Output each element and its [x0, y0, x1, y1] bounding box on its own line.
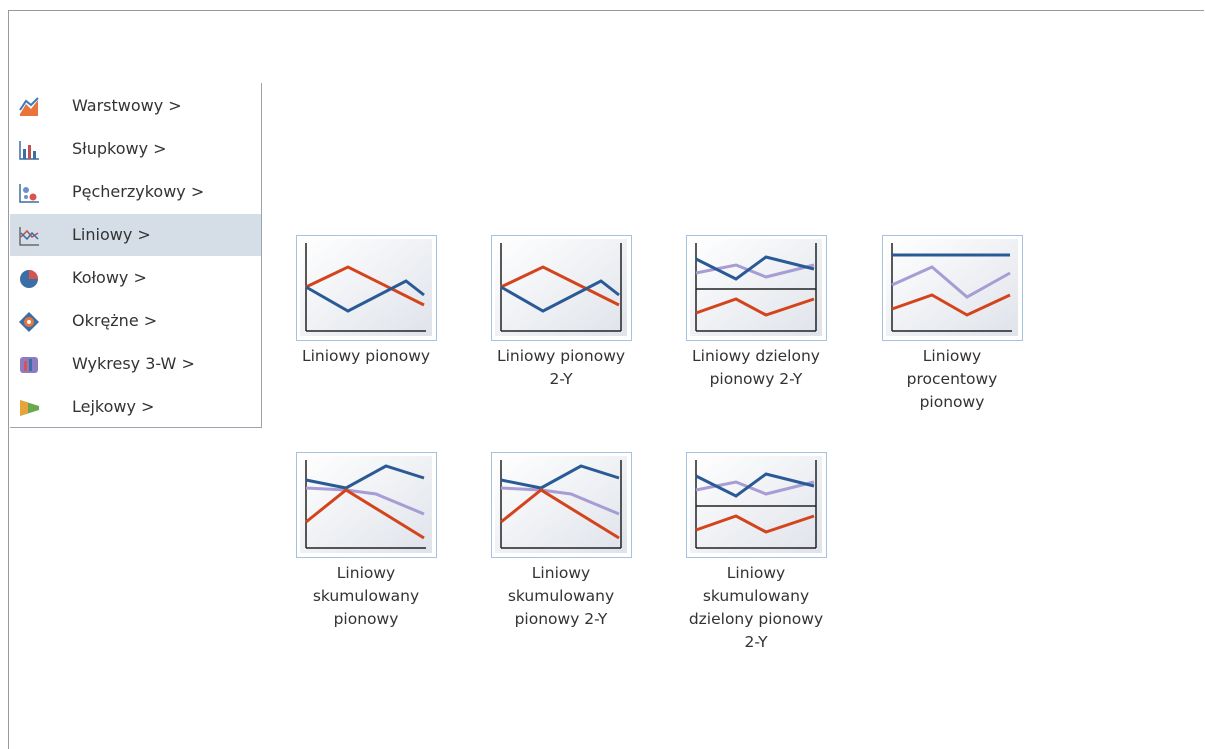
option-label: Liniowy procentowy pionowy: [854, 345, 1050, 414]
label-line: Liniowy pionowy: [301, 347, 431, 365]
label-line: dzielony pionowy: [688, 610, 824, 628]
chart-type-option[interactable]: Liniowy pionowy 2-Y: [463, 235, 659, 391]
chart-type-option[interactable]: Liniowy dzielony pionowy 2-Y: [658, 235, 854, 391]
option-label: Liniowy pionowy 2-Y: [463, 345, 659, 391]
label-line: 2-Y: [744, 633, 768, 651]
menu-label: Słupkowy >: [72, 139, 167, 158]
chart-type-option[interactable]: Liniowy pionowy: [268, 235, 464, 368]
menu-icon: [19, 184, 39, 203]
option-label: Liniowy pionowy: [268, 345, 464, 368]
label-line: 2-Y: [549, 370, 573, 388]
label-line: Liniowy: [726, 564, 786, 582]
menu-icon: [20, 270, 38, 288]
option-label: Liniowy skumulowany pionowy: [268, 562, 464, 631]
menu-icon: [20, 400, 39, 416]
label-line: skumulowany: [312, 587, 420, 605]
frame: [8, 10, 1204, 749]
menu-item[interactable]: Pęcherzykowy >: [10, 171, 261, 213]
menu-item[interactable]: Wykresy 3-W >: [10, 343, 261, 385]
menu-label: Warstwowy >: [72, 96, 182, 115]
label-line: pionowy: [333, 610, 399, 628]
menu-icon: [19, 97, 39, 116]
thumbnail: [490, 235, 632, 341]
label-line: pionowy 2-Y: [709, 370, 803, 388]
menu-item[interactable]: Słupkowy >: [10, 128, 261, 170]
thumbnail: [685, 452, 827, 558]
menu-label: Liniowy >: [72, 225, 151, 244]
label-line: pionowy 2-Y: [514, 610, 608, 628]
label-line: Liniowy: [922, 347, 982, 365]
menu-icon: [20, 357, 38, 373]
menu-item[interactable]: Warstwowy >: [10, 85, 261, 127]
menu-item[interactable]: Okrężne >: [10, 300, 261, 342]
label-line: Liniowy pionowy: [496, 347, 626, 365]
thumbnail: [295, 452, 437, 558]
thumbnail: [685, 235, 827, 341]
menu-item[interactable]: Lejkowy >: [10, 386, 261, 428]
thumbnail: [490, 452, 632, 558]
chart-type-option[interactable]: Liniowy skumulowany dzielony pionowy 2-Y: [658, 452, 854, 654]
thumbnail: [881, 235, 1023, 341]
label-line: skumulowany: [507, 587, 615, 605]
menu-item[interactable]: Kołowy >: [10, 257, 261, 299]
menu-label: Okrężne >: [72, 311, 158, 330]
menu-icon: [19, 312, 39, 332]
option-label: Liniowy skumulowany dzielony pionowy 2-Y: [658, 562, 854, 654]
label-line: Liniowy: [336, 564, 396, 582]
menu-label: Lejkowy >: [72, 397, 155, 416]
label-line: Liniowy dzielony: [692, 347, 820, 365]
label-line: skumulowany: [702, 587, 810, 605]
menu-label: Pęcherzykowy >: [72, 182, 205, 201]
label-line: pionowy: [919, 393, 985, 411]
chart-type-option[interactable]: Liniowy skumulowany pionowy 2-Y: [463, 452, 659, 631]
chart-type-menu: Warstwowy > Słupkowy > Pęcherzykowy > Linio…: [10, 83, 262, 428]
label-line: Liniowy: [531, 564, 591, 582]
option-label: Liniowy dzielony pionowy 2-Y: [658, 345, 854, 391]
option-label: Liniowy skumulowany pionowy 2-Y: [463, 562, 659, 631]
menu-label: Kołowy >: [72, 268, 147, 287]
menu-icon: [19, 141, 39, 160]
chart-type-option[interactable]: Liniowy skumulowany pionowy: [268, 452, 464, 631]
menu-label: Wykresy 3-W >: [72, 354, 195, 373]
chart-type-option[interactable]: Liniowy procentowy pionowy: [854, 235, 1050, 414]
menu-icon: [19, 227, 39, 246]
label-line: procentowy: [906, 370, 998, 388]
thumbnail: [295, 235, 437, 341]
menu-item[interactable]: Liniowy >: [10, 214, 261, 256]
